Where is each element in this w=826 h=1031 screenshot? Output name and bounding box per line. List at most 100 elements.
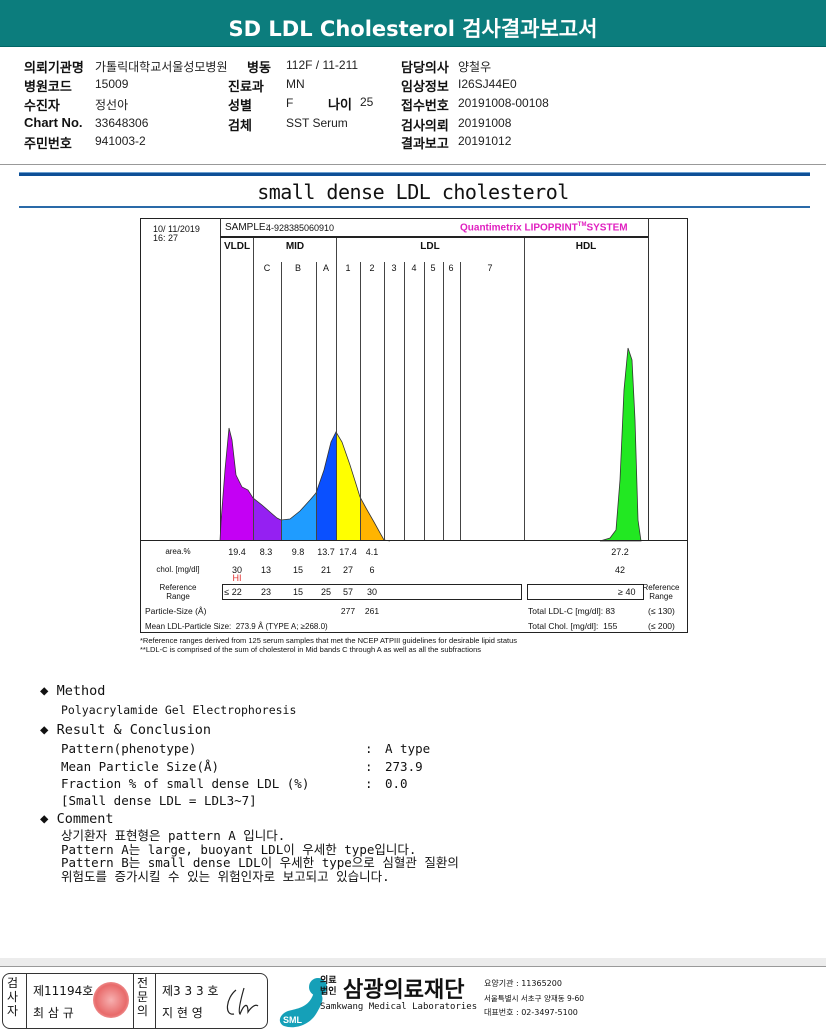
group-ldl: LDL: [420, 241, 440, 252]
info-value: 20191012: [458, 134, 512, 148]
result-label: Fraction % of small dense LDL (%): [61, 776, 310, 791]
total-ldl: Total LDL-C [mg/dl]: 83: [528, 606, 615, 616]
ref-range-box: [222, 584, 522, 600]
sml-logo-icon: SML: [279, 978, 327, 1028]
signature-box: [2, 973, 268, 1029]
chart-time: 16: 27: [153, 233, 179, 243]
info-value: 20191008: [458, 116, 512, 130]
info-value: I26SJ44E0: [458, 77, 517, 91]
chol-row-label: chol. [mg/dl]: [156, 565, 200, 574]
info-value: 양철우: [458, 60, 492, 74]
diamond-icon: ◆: [40, 683, 49, 699]
examiner-no: 제11194호: [33, 984, 94, 998]
diamond-icon: ◆: [40, 811, 49, 827]
band-label-C: C: [263, 263, 271, 273]
report-title: SD LDL Cholesterol 검사결과보고서: [0, 0, 826, 47]
group-vldl: VLDL: [223, 241, 251, 252]
total-chol-ref: (≤ 200): [648, 621, 675, 631]
group-mid: MID: [285, 241, 305, 252]
band-divider: [443, 262, 444, 540]
info-label: 담당의사: [401, 60, 449, 75]
comment-heading: ◆ Comment: [40, 811, 114, 827]
ref-value: 15: [292, 587, 304, 597]
info-label: 검체: [228, 118, 252, 133]
blue-rule-bottom: [19, 206, 810, 208]
total-chol: Total Chol. [mg/dl]: 155: [528, 621, 618, 631]
area-value: 13.7: [317, 547, 335, 557]
total-ldl-ref: (≤ 130): [648, 606, 675, 616]
chol-value: 13: [260, 565, 272, 575]
area-value: 9.8: [291, 547, 305, 557]
chol-value: 6: [369, 565, 375, 575]
ref-value: 57: [342, 587, 354, 597]
org-phone: 대표번호 : 02-3497-5100: [484, 1008, 578, 1017]
info-value: 33648306: [95, 116, 149, 130]
sample-value: 4-928385060910: [266, 223, 335, 233]
blue-rule-top: [19, 172, 810, 176]
result-sep: :: [365, 758, 373, 774]
ref-value: 25: [320, 587, 332, 597]
result-heading: ◆ Result & Conclusion: [40, 722, 212, 738]
age-label: 나이: [328, 97, 352, 112]
band-fill-1: [336, 432, 360, 541]
band-divider: [360, 262, 361, 540]
result-value: A type: [385, 741, 431, 756]
chart-date: 10/ 11/2019: [153, 224, 200, 234]
area-value: 19.4: [228, 547, 246, 557]
band-fill-HDL: [599, 347, 642, 542]
area-value: 17.4: [339, 547, 357, 557]
result-label: Mean Particle Size(Å): [61, 758, 220, 774]
info-value: MN: [286, 77, 305, 91]
info-label: 수진자: [24, 98, 60, 113]
brand: Quantimetrix LIPOPRINTTMSYSTEM: [460, 222, 628, 234]
band-label-A: A: [322, 263, 330, 273]
org-code: 요양기관 : 11365200: [484, 979, 562, 988]
info-value: 15009: [95, 77, 129, 91]
band-fill-VLDL: [220, 428, 253, 541]
particle-size-1: 277: [340, 606, 356, 616]
band-divider: [424, 262, 425, 540]
info-label: 성별: [228, 98, 252, 113]
band-divider: [253, 238, 254, 540]
info-label: 병원코드: [24, 79, 72, 94]
mean-particle-label: Mean LDL-Particle Size: 273.9 Å (TYPE A;…: [145, 622, 328, 631]
info-value: 941003-2: [95, 134, 146, 148]
org-prefix: 의료 법인: [320, 976, 337, 997]
info-label: 임상정보: [401, 79, 449, 94]
result-note: [Small dense LDL = LDL3~7]: [61, 793, 257, 808]
chol-value: 30: [231, 565, 243, 575]
ref-value: 23: [260, 587, 272, 597]
band-divider: [336, 238, 337, 540]
band-label-B: B: [294, 263, 302, 273]
org-name-en: Samkwang Medical Laboratories: [320, 1002, 478, 1012]
info-value: 20191008-00108: [458, 96, 549, 110]
doctor-no: 제3 3 3 호: [162, 984, 219, 998]
hdl-ref-value: ≥ 40: [618, 587, 636, 597]
band-label-4: 4: [411, 263, 417, 273]
divider: [0, 164, 826, 165]
band-label-3: 3: [391, 263, 397, 273]
info-label: Chart No.: [24, 115, 83, 130]
info-label: 의뢰기관명: [24, 60, 84, 75]
hdl-chol-value: 42: [614, 565, 626, 575]
band-divider: [404, 262, 405, 540]
info-value: 정선아: [95, 98, 129, 112]
ref-value: ≤ 22: [224, 587, 242, 597]
band-divider: [316, 262, 317, 540]
examiner-label: 검사자: [7, 976, 19, 1018]
group-hdl: HDL: [575, 241, 597, 252]
comment-line: 상기환자 표현형은 pattern A 입니다.: [61, 828, 286, 843]
diamond-icon: ◆: [40, 722, 49, 738]
area-row-label: area.%: [165, 547, 191, 556]
info-label: 병동: [247, 60, 271, 75]
result-value: 273.9: [385, 758, 423, 774]
profile-outline: [219, 427, 391, 542]
doctor-label: 전문의: [137, 976, 149, 1018]
particle-size-2: 261: [364, 606, 380, 616]
footnote-1: *Reference ranges derived from 125 serum…: [140, 636, 517, 645]
comment-line: Pattern A는 large, buoyant LDL이 우세한 type입…: [61, 841, 417, 857]
band-fill-A: [316, 432, 336, 541]
info-label: 접수번호: [401, 98, 449, 113]
area-value: 8.3: [259, 547, 273, 557]
